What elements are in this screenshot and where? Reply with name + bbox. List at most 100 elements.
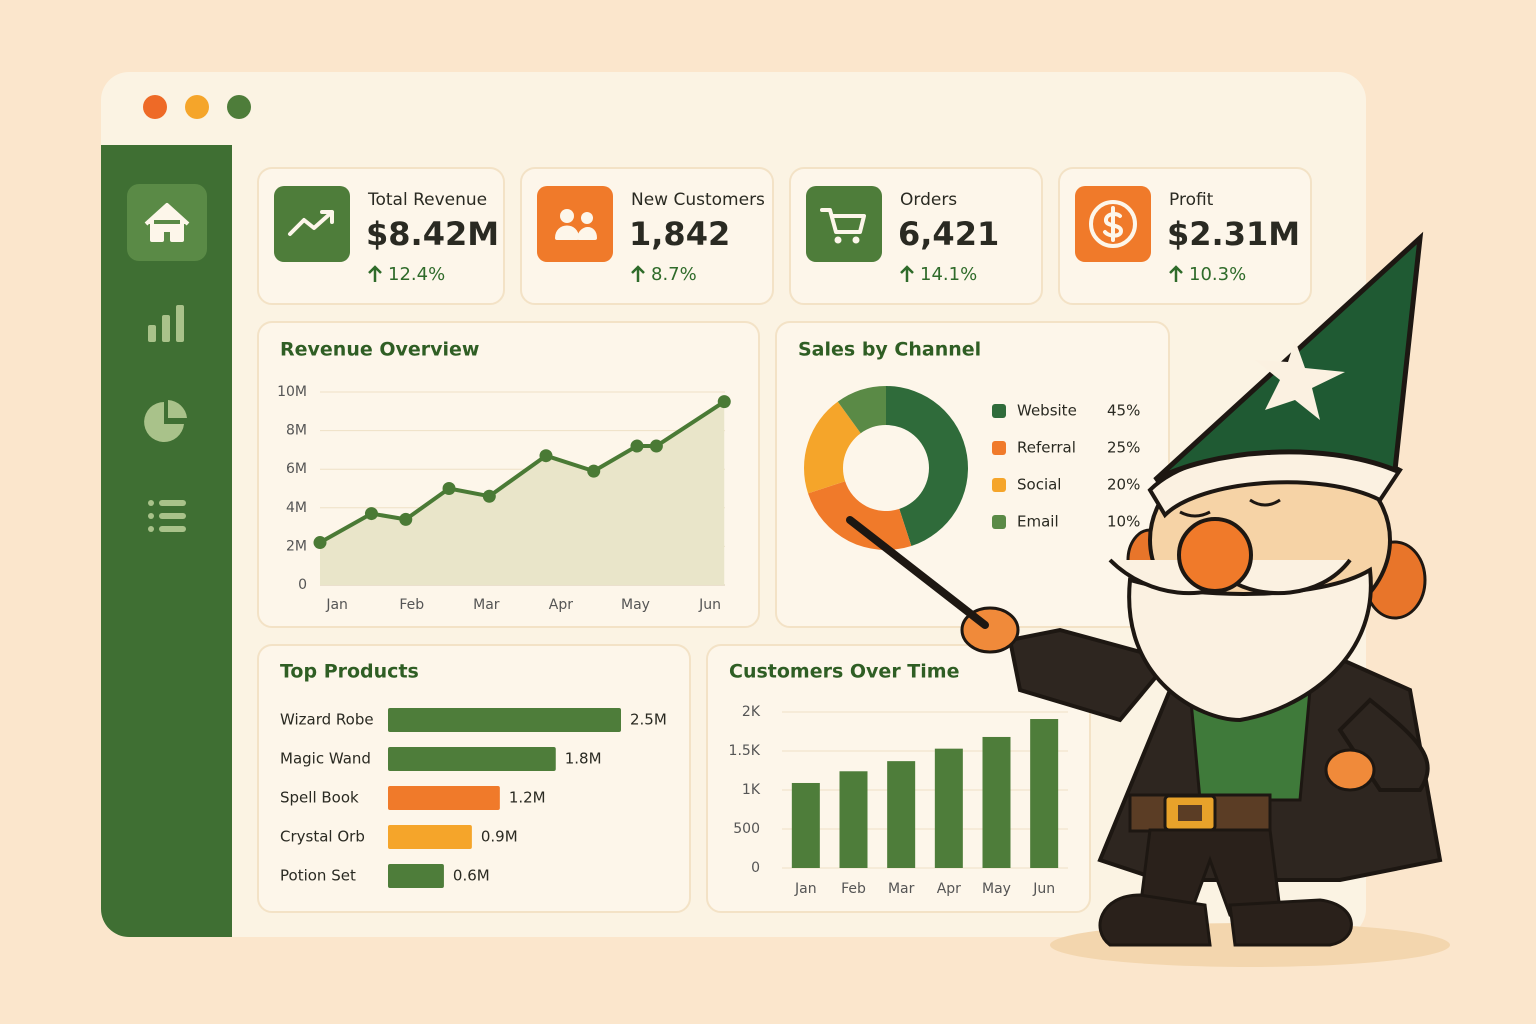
bar <box>887 761 916 868</box>
kpi-label: Total Revenue <box>367 190 487 210</box>
category-label: Wizard Robe <box>280 711 374 729</box>
y-tick-label: 0 <box>298 577 307 593</box>
legend-swatch <box>992 404 1006 418</box>
legend-swatch <box>992 515 1006 529</box>
point <box>539 449 553 463</box>
point <box>313 536 327 550</box>
bar <box>839 771 868 868</box>
window-dot[interactable] <box>143 95 167 119</box>
kpi-value: 1,842 <box>629 215 730 253</box>
legend-swatch <box>992 478 1006 492</box>
legend-label: Social <box>1017 476 1061 494</box>
kpi-change: 14.1% <box>920 264 977 285</box>
area <box>320 401 725 585</box>
x-tick-label: Feb <box>399 597 424 613</box>
point <box>442 482 456 495</box>
kpi-label: Orders <box>900 190 957 210</box>
x-tick-label: Apr <box>549 597 573 613</box>
x-tick-label: May <box>982 881 1011 897</box>
x-tick-label: May <box>621 597 650 613</box>
kpi-label: Profit <box>1169 190 1214 210</box>
legend-label: Referral <box>1017 439 1076 457</box>
legend-value: 10% <box>1107 513 1140 531</box>
value-label: 0.9M <box>481 828 518 846</box>
kpi-change: 8.7% <box>651 264 697 285</box>
x-tick-label: Mar <box>473 597 500 613</box>
x-tick-label: Jan <box>325 597 348 613</box>
kpi-up-arrow <box>900 265 914 282</box>
donut-slice <box>837 386 886 434</box>
y-tick-label: 10M <box>277 384 307 400</box>
y-tick-label: 1.5K <box>729 743 761 759</box>
x-tick-label: Apr <box>937 881 961 897</box>
kpi-up-arrow <box>1169 265 1183 282</box>
value-label: 1.2M <box>509 789 546 807</box>
legend-value: 20% <box>1107 476 1140 494</box>
value-label: 2.5M <box>630 711 667 729</box>
value-label: 1.8M <box>565 750 602 768</box>
x-tick-label: Mar <box>888 881 915 897</box>
gnome-mascot <box>846 231 1450 967</box>
legend-value: 25% <box>1107 439 1140 457</box>
bar <box>934 748 963 868</box>
y-tick-label: 1K <box>742 782 761 798</box>
point <box>587 464 601 478</box>
kpi-up-arrow <box>631 265 645 282</box>
chart-title: Customers Over Time <box>729 661 959 683</box>
y-tick-label: 4M <box>286 500 307 516</box>
bar <box>1030 719 1059 868</box>
donut-slice <box>886 386 968 546</box>
x-tick-label: Jan <box>794 881 817 897</box>
nav-home-active[interactable] <box>127 184 207 261</box>
category-label: Spell Book <box>280 789 359 807</box>
nav-analytics[interactable] <box>148 305 184 342</box>
bar <box>791 782 820 868</box>
category-label: Magic Wand <box>280 750 371 768</box>
legend-swatch <box>992 441 1006 455</box>
kpi-icon-glyph <box>834 236 842 244</box>
kpi-icon <box>806 186 882 262</box>
nav-list[interactable] <box>148 500 186 532</box>
point <box>649 439 663 453</box>
line <box>319 399 726 545</box>
kpi-value: $2.31M <box>1167 215 1300 253</box>
kpi-change: 10.3% <box>1189 264 1246 285</box>
kpi-icon-glyph <box>555 225 597 240</box>
kpi-up-arrow <box>368 265 382 282</box>
kpi-icon-glyph <box>581 212 593 224</box>
bar <box>982 736 1011 868</box>
home-icon <box>144 203 190 242</box>
chart-title: Sales by Channel <box>798 339 981 361</box>
legend-label: Email <box>1017 513 1059 531</box>
point <box>630 439 644 453</box>
kpi-icon-glyph <box>820 208 866 234</box>
point <box>717 395 731 409</box>
kpi-change: 12.4% <box>388 264 445 285</box>
nav-pie[interactable] <box>144 400 187 442</box>
donut-slice <box>804 401 861 494</box>
kpi-value: 6,421 <box>898 215 999 253</box>
value-label: 0.6M <box>453 867 490 885</box>
y-tick-label: 6M <box>286 461 307 477</box>
kpi-value: $8.42M <box>366 215 499 253</box>
y-tick-label: 8M <box>286 423 307 439</box>
legend-label: Website <box>1017 402 1077 420</box>
chart-title: Top Products <box>280 661 419 683</box>
bar <box>388 708 621 732</box>
kpi-icon-glyph <box>560 209 574 223</box>
window-dot[interactable] <box>185 95 209 119</box>
x-tick-label: Jun <box>1032 881 1055 897</box>
category-label: Potion Set <box>280 867 356 885</box>
y-tick-label: 0 <box>751 860 760 876</box>
window-dot[interactable] <box>227 95 251 119</box>
point <box>399 512 413 526</box>
x-tick-label: Feb <box>841 881 866 897</box>
point <box>482 489 496 503</box>
y-tick-label: 2K <box>742 704 761 720</box>
y-tick-label: 2M <box>286 538 307 554</box>
kpi-icon-glyph <box>852 236 860 244</box>
sidebar <box>101 145 232 937</box>
x-tick-label: Jun <box>698 597 721 613</box>
